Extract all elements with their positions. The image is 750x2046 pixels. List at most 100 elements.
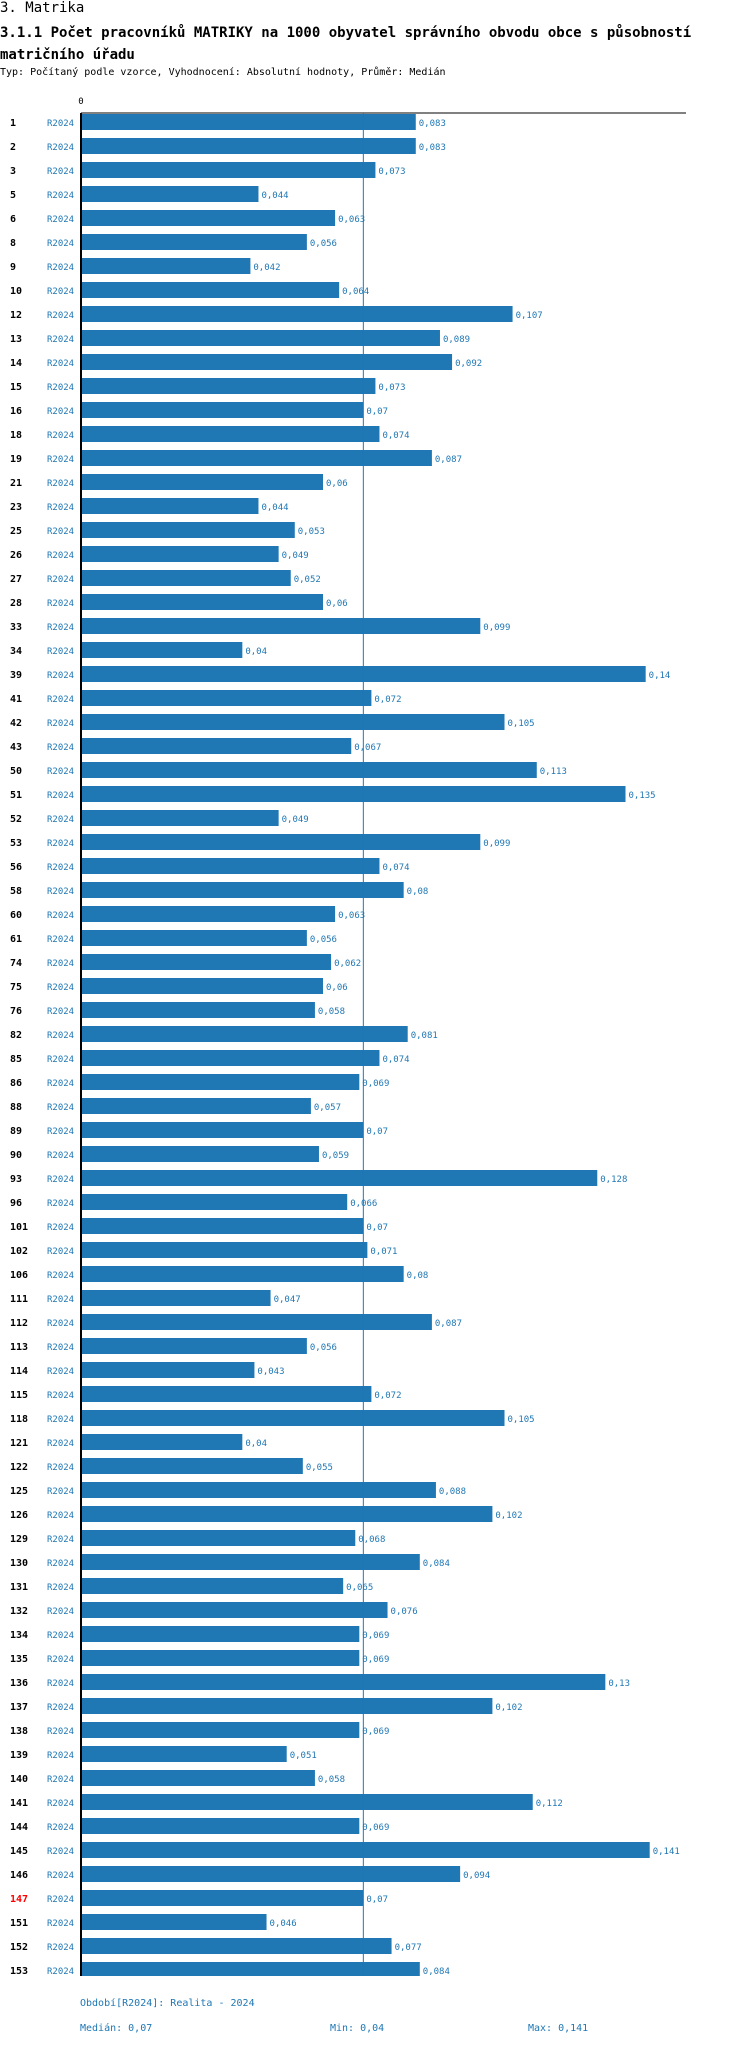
category-label: 42 [10,718,22,729]
category-label: 8 [10,238,16,249]
value-label: 0,13 [608,1679,630,1689]
series-label: R2024 [47,287,74,297]
value-label: 0,092 [455,359,482,369]
bar [81,738,352,754]
series-label: R2024 [47,239,74,249]
value-label: 0,105 [508,719,535,729]
series-label: R2024 [47,1943,74,1953]
series-label: R2024 [47,191,74,201]
series-label: R2024 [47,1799,74,1809]
bar [81,690,372,706]
bar [81,930,307,946]
category-label: 135 [10,1654,28,1665]
bar [81,282,340,298]
series-label: R2024 [47,1343,74,1353]
category-label: 23 [10,502,22,513]
series-label: R2024 [47,1247,74,1257]
series-label: R2024 [47,1511,74,1521]
bar [81,1050,380,1066]
series-label: R2024 [47,791,74,801]
series-label: R2024 [47,839,74,849]
value-label: 0,081 [411,1031,438,1041]
category-label: 74 [10,958,22,969]
category-label: 61 [10,934,22,945]
value-label: 0,083 [419,119,446,129]
category-label: 25 [10,526,22,537]
bar [81,546,279,562]
series-label: R2024 [47,167,74,177]
bar [81,882,404,898]
value-label: 0,056 [310,1343,337,1353]
value-label: 0,051 [290,1751,317,1761]
series-label: R2024 [47,407,74,417]
series-label: R2024 [47,1559,74,1569]
bar [81,762,537,778]
value-label: 0,062 [334,959,361,969]
chart-subtitle: Typ: Počítaný podle vzorce, Vyhodnocení:… [0,67,446,78]
value-label: 0,087 [435,455,462,465]
bar [81,1506,493,1522]
series-label: R2024 [47,1031,74,1041]
bar [81,1698,493,1714]
series-label: R2024 [47,1079,74,1089]
category-label: 102 [10,1246,28,1257]
category-label: 134 [10,1630,28,1641]
series-label: R2024 [47,1655,74,1665]
category-label: 52 [10,814,22,825]
value-label: 0,069 [362,1631,389,1641]
series-label: R2024 [47,599,74,609]
value-label: 0,058 [318,1007,345,1017]
series-label: R2024 [47,1679,74,1689]
bar [81,1098,311,1114]
category-label: 137 [10,1702,28,1713]
value-label: 0,112 [536,1799,563,1809]
bar [81,138,416,154]
series-label: R2024 [47,1967,74,1976]
series-label: R2024 [47,431,74,441]
value-label: 0,063 [338,911,365,921]
series-label: R2024 [47,1631,74,1641]
value-label: 0,076 [391,1607,418,1617]
category-label: 28 [10,598,22,609]
bar [81,450,432,466]
category-label: 41 [10,694,22,705]
value-label: 0,073 [378,167,405,177]
value-label: 0,049 [282,551,309,561]
category-label: 125 [10,1486,28,1497]
value-label: 0,08 [407,887,429,897]
bar [81,1818,360,1834]
value-label: 0,089 [443,335,470,345]
value-label: 0,102 [495,1703,522,1713]
category-label: 16 [10,406,22,417]
category-label: 88 [10,1102,22,1113]
value-label: 0,099 [483,623,510,633]
bar [81,1002,315,1018]
value-label: 0,128 [600,1175,627,1185]
value-label: 0,07 [366,1895,388,1905]
value-label: 0,056 [310,935,337,945]
category-label: 141 [10,1798,28,1809]
series-label: R2024 [47,1703,74,1713]
value-label: 0,06 [326,983,348,993]
series-label: R2024 [47,887,74,897]
series-label: R2024 [47,815,74,825]
category-label: 9 [10,262,16,273]
value-label: 0,07 [366,1127,388,1137]
series-label: R2024 [47,215,74,225]
bar [81,618,481,634]
series-label: R2024 [47,1127,74,1137]
series-label: R2024 [47,1199,74,1209]
series-label: R2024 [47,143,74,153]
category-label: 115 [10,1390,28,1401]
value-label: 0,056 [310,239,337,249]
bar [81,954,332,970]
series-label: R2024 [47,983,74,993]
bar [81,1938,392,1954]
value-label: 0,074 [382,431,409,441]
bar [81,234,307,250]
bar [81,810,279,826]
category-label: 145 [10,1846,28,1857]
series-label: R2024 [47,1367,74,1377]
category-label: 89 [10,1126,22,1137]
category-label: 114 [10,1366,28,1377]
